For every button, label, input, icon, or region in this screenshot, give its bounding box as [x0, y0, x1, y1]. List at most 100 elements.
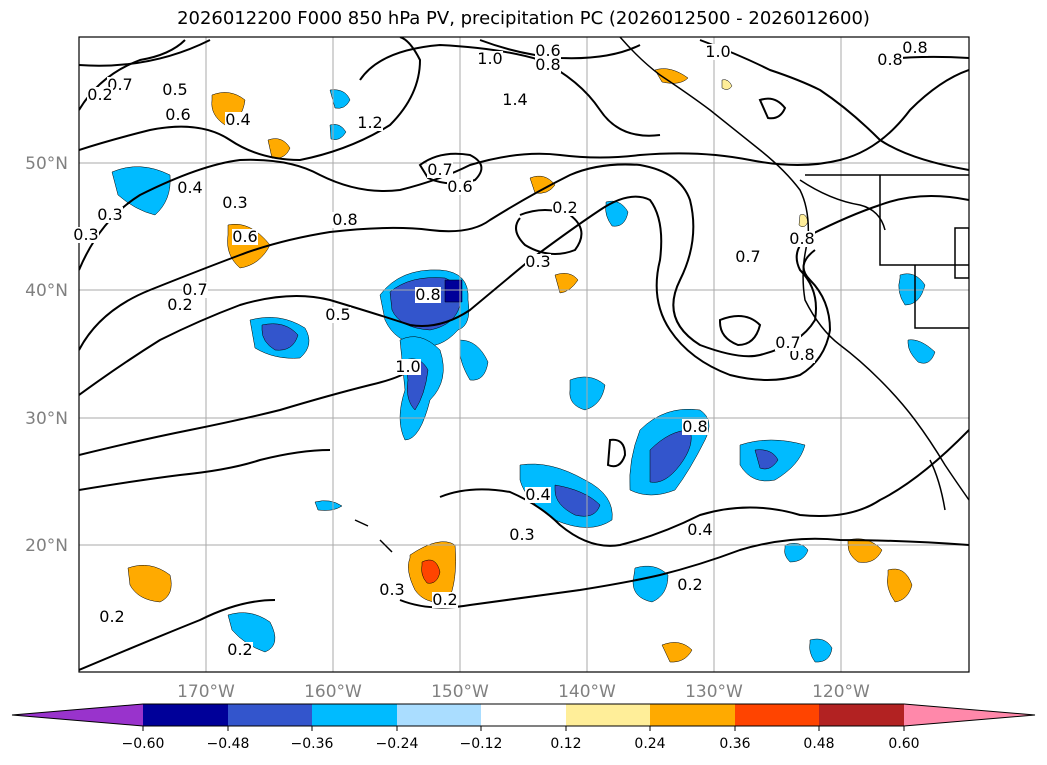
contour-label: 0.8	[877, 50, 902, 69]
contour-label-background	[775, 335, 801, 351]
contour-label-background	[225, 112, 251, 128]
lon-label-130w: 130°W	[685, 682, 743, 702]
contour-label: 0.8	[682, 417, 707, 436]
colorbar-tick: −0.60	[122, 736, 165, 752]
contour-label-background	[357, 115, 383, 131]
contour-label: 0.5	[162, 80, 187, 99]
contour-label-background	[99, 609, 125, 625]
colorbar-bin	[735, 704, 819, 726]
contour-label-background	[525, 487, 551, 503]
contour-label-background	[509, 527, 535, 543]
contour-label: 0.5	[325, 305, 350, 324]
contour-label-background	[415, 287, 441, 303]
contour-label-background	[379, 582, 405, 598]
contour-label: 0.4	[687, 520, 712, 539]
contour-label: 0.2	[552, 198, 577, 217]
contour-label-background	[107, 77, 133, 93]
contour-label: 0.3	[525, 252, 550, 271]
contour-label-background	[902, 40, 928, 56]
contour-label-background	[395, 359, 421, 375]
lat-label-20n: 20°N	[25, 536, 68, 556]
contour-label: 0.3	[222, 193, 247, 212]
colorbar-bin	[481, 704, 566, 726]
colorbar: −0.60 −0.48 −0.36 −0.24 −0.12 0.12 0.24 …	[11, 703, 1036, 752]
colorbar-bin	[312, 704, 397, 726]
contour-label: 0.8	[332, 210, 357, 229]
contour-label: 0.3	[73, 225, 98, 244]
contour-label-background	[789, 231, 815, 247]
contour-label: 0.7	[775, 333, 800, 352]
longitude-labels: 170°W 160°W 150°W 140°W 130°W 120°W	[177, 682, 870, 702]
contour-label: 0.2	[167, 295, 192, 314]
colorbar-extend-right	[904, 704, 1035, 726]
colorbar-tick: 0.24	[634, 736, 665, 752]
colorbar-tick: −0.12	[460, 736, 503, 752]
contour-label: 1.2	[357, 113, 382, 132]
contour-label-background	[325, 307, 351, 323]
colorbar-bin	[819, 704, 904, 726]
contour-label-background	[677, 577, 703, 593]
contour-label: 0.7	[107, 75, 132, 94]
contour-label: 0.8	[535, 55, 560, 74]
map-frame	[78, 36, 970, 673]
contour-label-background	[682, 419, 708, 435]
contour-label: 0.7	[735, 247, 760, 266]
contour-label-background	[227, 642, 253, 658]
colorbar-tick: −0.24	[376, 736, 419, 752]
contour-label-background	[165, 107, 191, 123]
contour-label-background	[705, 44, 731, 60]
colorbar-bin	[397, 704, 481, 726]
contour-label: 0.2	[99, 607, 124, 626]
colorbar-tick: 0.48	[803, 736, 834, 752]
contour-label: 0.3	[509, 525, 534, 544]
lon-label-160w: 160°W	[304, 682, 362, 702]
lon-label-120w: 120°W	[812, 682, 870, 702]
colorbar-tick: −0.48	[207, 736, 250, 752]
contour-label: 0.8	[415, 285, 440, 304]
contour-label: 0.8	[789, 229, 814, 248]
contour-label-background	[162, 82, 188, 98]
contour-label-background	[735, 249, 761, 265]
contour-label: 1.0	[477, 49, 502, 68]
colorbar-extend-left	[12, 704, 143, 726]
lon-label-140w: 140°W	[558, 682, 616, 702]
contour-label: 0.2	[432, 590, 457, 609]
contour-label: 0.2	[87, 85, 112, 104]
contour-label-background	[447, 179, 473, 195]
contour-label: 0.2	[677, 575, 702, 594]
colorbar-tick: −0.36	[291, 736, 334, 752]
contour-label: 0.6	[535, 41, 560, 60]
contour-label: 1.0	[705, 42, 730, 61]
colorbar-bin	[566, 704, 650, 726]
contour-label-background	[232, 229, 258, 245]
contour-labels: 0.6 1.00.81.00.80.70.80.50.6 0.4 1.21.40.70…	[73, 38, 928, 659]
map-title: 2026012200 F000 850 hPa PV, precipitatio…	[177, 8, 870, 29]
contour-label: 0.2	[227, 640, 252, 659]
colorbar-tick: 0.36	[719, 736, 750, 752]
colorbar-tick: 0.12	[550, 736, 581, 752]
contour-label-background	[687, 522, 713, 538]
lon-label-170w: 170°W	[177, 682, 235, 702]
contour-label-background	[535, 43, 561, 59]
colorbar-bin	[650, 704, 735, 726]
lat-label-30n: 30°N	[25, 409, 68, 429]
contour-label-background	[87, 87, 113, 103]
pv-contours	[79, 37, 969, 671]
latitude-labels: 50°N 40°N 30°N 20°N	[25, 154, 68, 556]
contour-label-background	[332, 212, 358, 228]
colorbar-bin	[143, 704, 228, 726]
contour-label: 0.7	[182, 280, 207, 299]
contour-label: 0.6	[165, 105, 190, 124]
contour-label-background	[432, 592, 458, 608]
contour-label-background	[73, 227, 99, 243]
contour-label: 0.3	[97, 205, 122, 224]
contour-label-background	[502, 92, 528, 108]
lat-label-50n: 50°N	[25, 154, 68, 174]
contour-label-background	[97, 207, 123, 223]
contour-label-background	[177, 180, 203, 196]
positive-precip-fill	[127, 68, 913, 663]
colorbar-tick: 0.60	[888, 736, 919, 752]
contour-label-background	[222, 195, 248, 211]
contour-label: 0.4	[177, 178, 202, 197]
lat-label-40n: 40°N	[25, 281, 68, 301]
